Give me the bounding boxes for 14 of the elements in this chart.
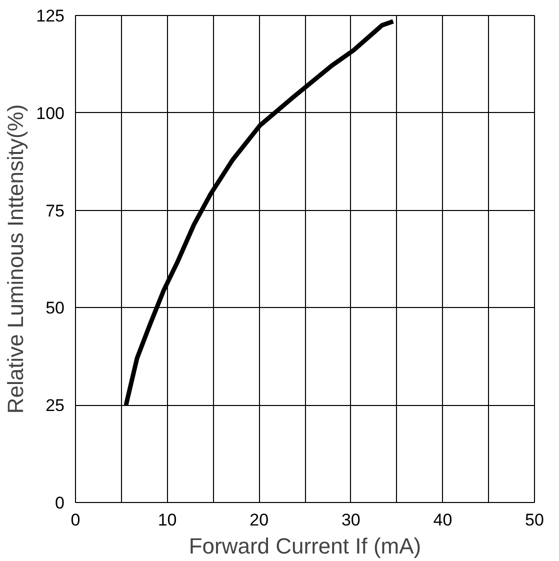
y-tick-label: 125 [36,6,65,26]
y-tick-label: 25 [46,396,65,416]
x-tick-label: 30 [341,510,360,530]
y-tick-label: 100 [36,104,65,123]
x-tick-label: 40 [433,510,452,530]
y-tick-label: 0 [55,494,65,512]
x-tick-label: 20 [250,510,269,530]
x-axis-title: Forward Current If (mA) [188,534,422,558]
y-tick-label: 75 [46,201,65,220]
x-tick-label: 0 [70,510,80,530]
x-tick-label: 50 [525,510,544,530]
x-tick-label: 10 [158,510,177,530]
y-axis-title: Relative Luminous Inttensity(%) [3,104,28,414]
y-tick-label: 50 [46,298,65,318]
